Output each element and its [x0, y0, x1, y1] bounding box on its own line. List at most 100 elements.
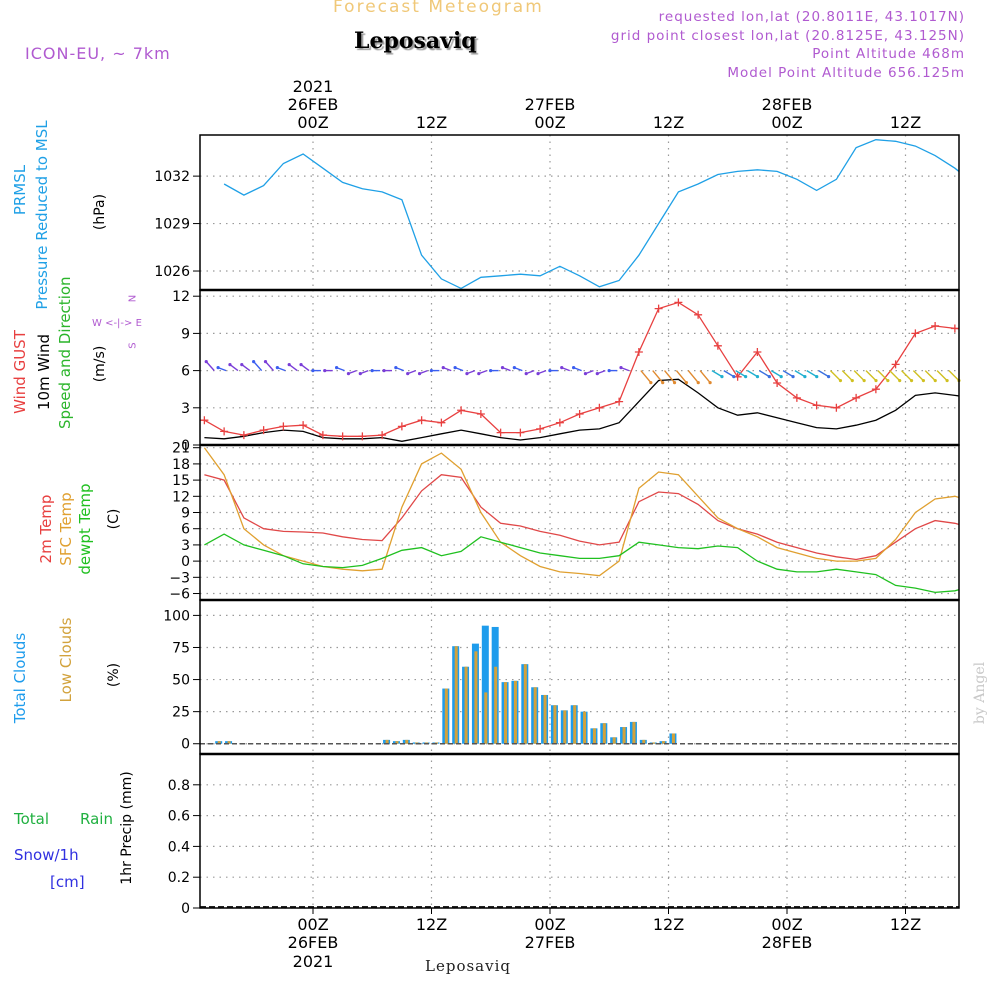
- gust-marker: [220, 427, 229, 436]
- label-snow: Snow/1h: [14, 846, 79, 864]
- wind-arrow-head: [358, 372, 362, 376]
- y-tick-label: 0: [181, 901, 190, 917]
- low-cloud-bar: [642, 739, 646, 744]
- wind-arrow-head: [803, 375, 807, 379]
- wind-arrow-head: [933, 379, 937, 383]
- wind-arrow: [901, 370, 913, 382]
- model-altitude: Model Point Altitude 656.125m: [727, 65, 965, 81]
- pressure-line: [223, 139, 959, 290]
- wind-arrow-head: [862, 379, 866, 383]
- y-tick-label: 75: [172, 640, 190, 656]
- wind-arrow-head: [619, 366, 623, 370]
- wind-arrow-head: [441, 366, 445, 370]
- gust-marker: [950, 324, 959, 333]
- y-tick-label: 3: [181, 538, 190, 554]
- wind-arrow-head: [945, 379, 949, 383]
- y-tick-label: 100: [163, 608, 190, 624]
- wind-arrow: [253, 361, 263, 372]
- top-hour-label: 00Z: [771, 113, 802, 132]
- gust-marker: [713, 341, 722, 350]
- low-cloud-bar: [662, 741, 666, 744]
- wind-arrow-head: [477, 372, 481, 376]
- top-day-label: 26FEB: [288, 95, 339, 114]
- y-tick-label: 0.6: [168, 809, 190, 825]
- y-tick-label: 25: [172, 705, 190, 721]
- wind-arrow: [818, 369, 829, 378]
- gust-marker: [911, 329, 920, 338]
- wind-arrow-head: [536, 372, 540, 376]
- wind-arrow: [877, 370, 889, 382]
- wind-arrow-head: [323, 369, 327, 373]
- wind-arrow-head: [744, 375, 748, 379]
- y-tick-label: 6: [181, 522, 190, 538]
- gust-marker: [871, 385, 880, 394]
- gust-marker: [555, 418, 564, 427]
- wind-arrow: [735, 369, 747, 378]
- wind-arrow: [687, 370, 699, 384]
- wind-arrow-head: [921, 379, 926, 383]
- low-cloud-bar: [543, 694, 547, 744]
- y-tick-label: −6: [169, 587, 190, 603]
- y-tick-label: 0: [181, 438, 190, 454]
- wind-arrow-head: [649, 381, 653, 385]
- low-cloud-bar: [494, 666, 498, 744]
- gust-marker: [753, 348, 762, 356]
- low-cloud-bar: [533, 687, 537, 744]
- wind-arrow: [948, 370, 960, 382]
- wind-arrow-head: [394, 366, 398, 370]
- footer-station: Leposaviq: [425, 957, 511, 975]
- wind-arrow-head: [548, 369, 552, 373]
- low-cloud-bar: [217, 741, 221, 744]
- wind-arrow: [711, 369, 723, 378]
- wind-arrow: [723, 369, 735, 378]
- low-cloud-bar: [592, 728, 596, 744]
- low-cloud-bar: [474, 651, 478, 744]
- wind-arrow-head: [382, 369, 386, 373]
- wind-arrow: [675, 370, 687, 384]
- panel-frame: [199, 289, 960, 446]
- gust-marker: [536, 424, 545, 433]
- y-tick-label: 21: [172, 441, 190, 457]
- gust-marker: [299, 421, 308, 430]
- wind-arrow: [205, 361, 215, 372]
- temp2m-line: [204, 474, 959, 561]
- data-layer: [200, 139, 961, 908]
- wind-arrow-head: [252, 360, 256, 364]
- wind-arrow-head: [346, 372, 351, 376]
- gust-marker: [634, 348, 643, 356]
- wind-arrow: [241, 364, 251, 372]
- wind-arrow: [747, 369, 758, 378]
- bottom-day-label: 28FEB: [762, 933, 813, 952]
- gust-marker: [891, 360, 900, 369]
- bottom-hour-label: 12Z: [653, 915, 684, 934]
- y-tick-label: 50: [172, 673, 190, 689]
- low-cloud-bar: [632, 721, 636, 744]
- point-altitude: Point Altitude 468m: [812, 46, 965, 62]
- gust-marker: [674, 298, 683, 307]
- wind-arrow: [300, 364, 310, 372]
- top-hour-label: 12Z: [890, 113, 921, 132]
- wind-arrow-head: [583, 372, 588, 376]
- gust-marker: [615, 397, 624, 406]
- wind-arrow-head: [572, 366, 576, 370]
- y-tick-label: 15: [172, 473, 190, 489]
- gust-line: [204, 301, 959, 437]
- wind-arrow-head: [406, 372, 410, 376]
- top-hour-label: 12Z: [653, 113, 684, 132]
- y-tick-label: −3: [169, 570, 190, 586]
- wind-arrow-head: [263, 360, 268, 364]
- top-day-label: 28FEB: [762, 95, 813, 114]
- dewpt-line: [204, 533, 959, 594]
- wind-arrow-head: [886, 379, 890, 383]
- gust-marker: [832, 403, 841, 412]
- top-day-label: 27FEB: [525, 95, 576, 114]
- gust-marker: [338, 432, 347, 441]
- station-title: Leposaviq: [354, 28, 477, 54]
- wind-arrow-head: [684, 381, 689, 385]
- wind-arrow-head: [661, 381, 665, 385]
- gust-marker: [476, 410, 485, 418]
- wind-arrow-head: [791, 375, 795, 379]
- wind-arrow: [794, 369, 806, 378]
- low-cloud-bar: [553, 705, 557, 744]
- panel-frame: [199, 599, 960, 755]
